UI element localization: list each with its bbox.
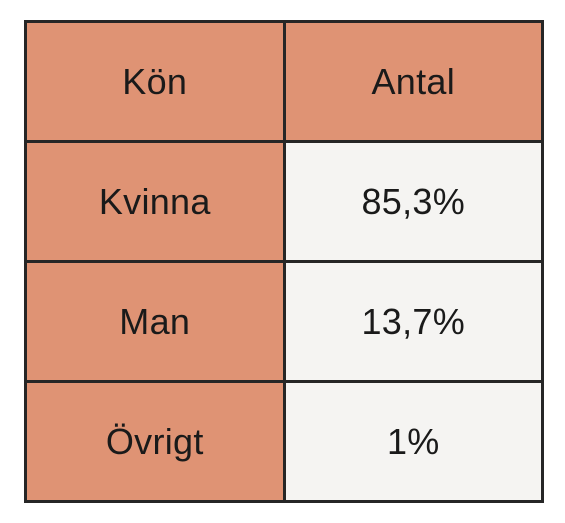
row-label: Man (26, 262, 285, 382)
col-header-antal: Antal (284, 22, 542, 142)
row-value: 1% (284, 382, 542, 502)
data-table: Kön Antal Kvinna 85,3% Man 13,7% Övrigt … (24, 20, 544, 503)
row-value: 13,7% (284, 262, 542, 382)
table-row: Man 13,7% (26, 262, 543, 382)
table-row: Övrigt 1% (26, 382, 543, 502)
table-row: Kvinna 85,3% (26, 142, 543, 262)
row-label: Kvinna (26, 142, 285, 262)
row-label: Övrigt (26, 382, 285, 502)
table-header-row: Kön Antal (26, 22, 543, 142)
table-container: Kön Antal Kvinna 85,3% Man 13,7% Övrigt … (0, 0, 565, 521)
row-value: 85,3% (284, 142, 542, 262)
col-header-kon: Kön (26, 22, 285, 142)
